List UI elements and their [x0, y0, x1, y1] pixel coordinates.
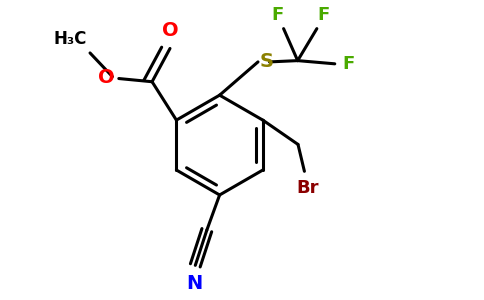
Text: F: F	[343, 55, 355, 73]
Text: Br: Br	[296, 179, 319, 197]
Text: S: S	[259, 52, 273, 71]
Text: N: N	[186, 274, 202, 293]
Text: F: F	[317, 5, 330, 23]
Text: O: O	[98, 68, 114, 87]
Text: F: F	[271, 5, 283, 23]
Text: H₃C: H₃C	[53, 30, 87, 48]
Text: O: O	[162, 21, 178, 40]
